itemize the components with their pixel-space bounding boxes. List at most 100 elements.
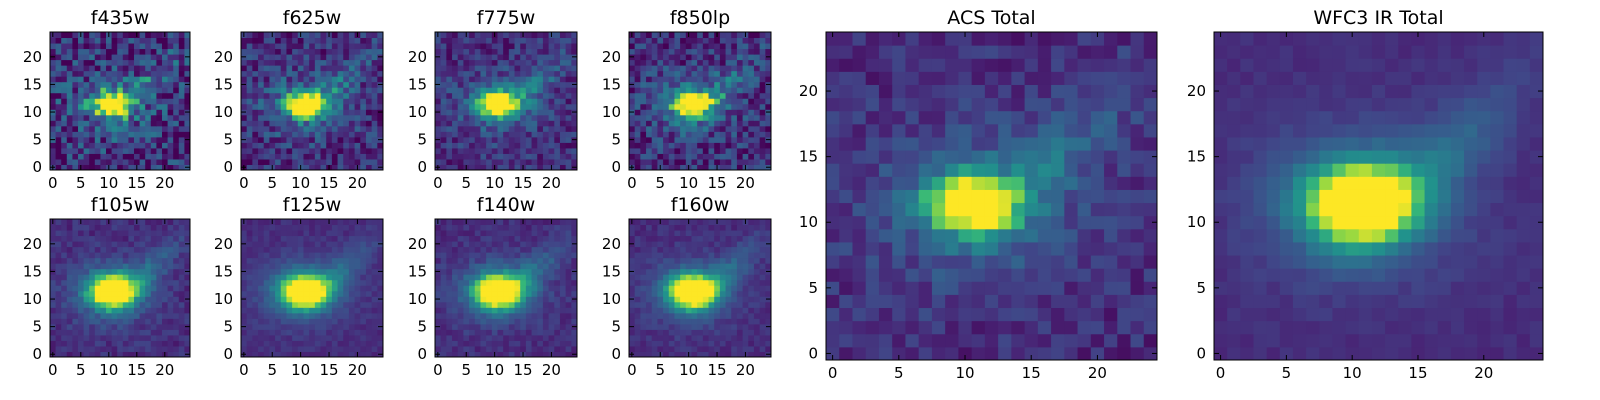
heatmap-cell — [531, 329, 538, 336]
heatmap-cell — [111, 48, 118, 55]
heatmap-cell — [457, 329, 464, 336]
heatmap-cell — [55, 224, 62, 231]
heatmap-cell — [469, 290, 476, 297]
heatmap-cell — [72, 279, 79, 286]
heatmap-cell — [72, 43, 79, 50]
heatmap-cell — [663, 87, 670, 94]
heatmap-cell — [89, 329, 96, 336]
heatmap-cell — [139, 131, 146, 138]
heatmap-cell — [128, 285, 135, 292]
heatmap-cell — [246, 43, 253, 50]
heatmap-cell — [748, 43, 755, 50]
heatmap-cell — [145, 147, 152, 154]
heatmap-cell — [145, 340, 152, 347]
heatmap-cell — [100, 235, 107, 242]
heatmap-cell — [83, 103, 90, 110]
heatmap-cell — [463, 279, 470, 286]
heatmap-cell — [122, 81, 129, 88]
heatmap-cell — [106, 142, 113, 149]
heatmap-cell — [503, 329, 510, 336]
heatmap-cell — [708, 65, 715, 72]
heatmap-cell — [491, 318, 498, 325]
heatmap-cell — [292, 323, 299, 330]
heatmap-cell — [343, 345, 350, 352]
heatmap-cell — [66, 334, 73, 341]
heatmap-cell — [106, 296, 113, 303]
heatmap-cell — [736, 92, 744, 99]
heatmap-cell — [280, 279, 287, 286]
heatmap-cell — [634, 329, 641, 336]
heatmap-cell — [297, 279, 304, 286]
heatmap-cell — [72, 301, 79, 308]
heatmap-cell — [292, 307, 299, 314]
heatmap-cell — [162, 65, 169, 72]
heatmap-cell — [708, 125, 715, 132]
heatmap-cell — [326, 307, 333, 314]
heatmap-cell — [554, 131, 561, 138]
heatmap-cell — [100, 142, 107, 149]
heatmap-cell — [486, 340, 493, 347]
heatmap-cell — [480, 136, 487, 143]
heatmap-cell — [55, 263, 62, 270]
heatmap-cell — [457, 142, 464, 149]
heatmap-cell — [440, 263, 447, 270]
heatmap-cell — [178, 92, 185, 99]
heatmap-cell — [354, 87, 361, 94]
heatmap-cell — [139, 87, 146, 94]
heatmap-cell — [100, 329, 107, 336]
heatmap-cell — [292, 136, 299, 143]
heatmap-cell — [725, 334, 732, 341]
heatmap-cell — [691, 65, 698, 72]
heatmap-cell — [702, 318, 710, 325]
x-tick-label: 15 — [127, 361, 146, 379]
heatmap-cell — [469, 296, 476, 303]
heatmap-cell — [314, 120, 322, 127]
heatmap-cell — [94, 279, 101, 286]
heatmap-cell — [303, 136, 310, 143]
heatmap-cell — [184, 219, 191, 226]
heatmap-cell — [252, 136, 259, 143]
heatmap-cell — [486, 246, 493, 253]
heatmap-cell — [753, 290, 761, 297]
heatmap-cell — [275, 131, 282, 138]
heatmap-cell — [719, 131, 727, 138]
heatmap-cell — [365, 307, 373, 314]
heatmap-cell — [111, 301, 118, 308]
heatmap-cell — [685, 153, 692, 160]
heatmap-cell — [156, 81, 163, 88]
heatmap-cell — [731, 59, 738, 66]
heatmap-cell — [680, 136, 687, 143]
heatmap-cell — [565, 32, 572, 39]
heatmap-cell — [354, 345, 361, 352]
heatmap-cell — [520, 103, 527, 110]
heatmap-cell — [480, 54, 487, 61]
heatmap-cell — [89, 290, 96, 297]
heatmap-cell — [258, 136, 265, 143]
heatmap-cell — [326, 224, 333, 231]
heatmap-cell — [668, 70, 675, 77]
heatmap-cell — [275, 252, 282, 259]
heatmap-cell — [748, 125, 755, 132]
heatmap-cell — [275, 246, 282, 253]
heatmap-cell — [303, 224, 310, 231]
heatmap-cell — [246, 235, 253, 242]
heatmap-cell — [162, 98, 169, 105]
heatmap-cell — [280, 219, 287, 226]
heatmap-cell — [514, 241, 521, 248]
heatmap-cell — [72, 65, 79, 72]
heatmap-cell — [246, 290, 253, 297]
heatmap-cell — [78, 98, 85, 105]
heatmap-cell — [748, 37, 755, 44]
heatmap-cell — [486, 76, 493, 83]
heatmap-cell — [537, 125, 544, 132]
heatmap-cell — [292, 87, 299, 94]
heatmap-cell — [554, 87, 561, 94]
heatmap-cell — [246, 136, 253, 143]
heatmap-cell — [258, 268, 265, 275]
heatmap-cell — [525, 246, 533, 253]
heatmap-cell — [708, 54, 715, 61]
heatmap-cell — [106, 98, 113, 105]
heatmap-cell — [668, 120, 675, 127]
heatmap-cell — [252, 32, 259, 39]
heatmap-cell — [651, 268, 658, 275]
